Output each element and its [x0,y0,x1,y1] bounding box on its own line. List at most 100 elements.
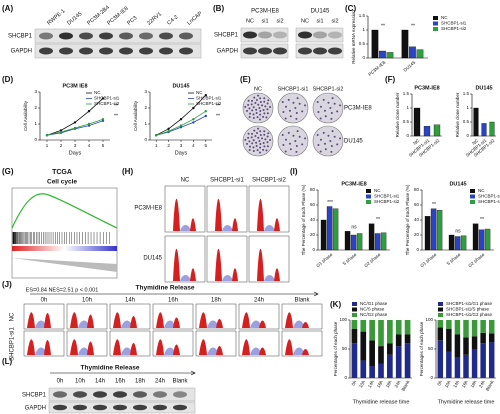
x-tick-label: 14h [367,379,375,388]
colony [324,115,327,118]
panel-label: (D) [2,75,13,84]
panel-label: (B) [213,4,224,13]
band [179,32,193,40]
g2-peak [190,268,196,281]
panel-label: (A) [2,4,13,13]
colony [296,97,299,100]
point [73,126,77,130]
legend-label: SHCBP1-si2 [374,199,400,204]
time-label: 0h [41,298,48,304]
s-hump [264,224,275,231]
x-tick-label: 3 [180,143,183,148]
colony [331,130,334,133]
plate [242,125,274,157]
y-tick-label: 20 [310,232,316,237]
legend-label: SHCBP1-si1/G1 phase [446,301,493,306]
bar [448,234,455,251]
colony [281,101,284,104]
time-label: Blank [294,298,310,304]
colony [252,113,255,116]
band [119,32,133,40]
bar-segment [387,343,393,355]
colony [322,131,325,134]
y-tick-label: 1 [34,121,37,126]
colony [301,143,304,146]
flow-frame [164,185,206,233]
bar-segment [463,320,469,338]
significance: ** [480,217,484,223]
bar [409,46,416,59]
colony [265,149,268,152]
band [139,32,153,40]
x-axis-label: Thymidine release time [438,399,495,405]
band [328,47,342,55]
colony [250,103,253,106]
colony [259,130,262,133]
bar [423,126,431,137]
g2-peak [216,346,223,355]
y-axis-label: Relative clone number [455,92,460,137]
x-tick-label: 16h [376,379,384,388]
band [173,404,187,411]
colony [251,132,254,135]
g2-peak [274,268,280,281]
g1-peak [27,312,35,328]
band [243,31,257,39]
colony [257,136,260,139]
colony [336,143,339,146]
time-label: 10h [75,379,85,385]
bar-segment [404,343,411,378]
y-tick-label: 80 [310,187,316,192]
row-label: SHCBP1 [22,393,47,399]
band [119,47,133,55]
legend-swatch [438,307,443,312]
colony [322,98,325,101]
bar-segment [360,331,367,361]
colony [255,141,258,144]
colony [269,139,272,142]
colony [248,145,251,148]
colony [247,103,250,106]
y-tick-label: 0.5 [359,41,366,46]
x-tick-label: 2 [167,143,170,148]
gsea-title: TCGA [52,169,72,176]
y-tick-label: 0 [466,133,469,138]
bar [379,50,386,59]
colony [266,108,269,111]
flow-frame [164,235,206,283]
y-tick-label: 20 [414,232,420,237]
y-tick-label: 0 [34,137,37,142]
x-tick-label: 1 [46,143,49,148]
band [39,32,53,40]
group-label: PC3M-IE8 [251,9,279,15]
colony [259,143,262,146]
colony [259,146,262,149]
row-label: GAPDH [11,49,32,55]
y-tick-label: 60 [414,202,420,207]
colony [255,98,258,101]
y-tick-label: 3 [34,89,37,94]
band [258,47,272,55]
g1-peak [199,339,207,355]
colony [262,142,265,145]
legend-label: NC/S phase [360,307,385,312]
colony [298,135,301,138]
s-hump [222,274,233,281]
band [93,404,107,411]
colony [244,105,247,108]
colony [244,138,247,141]
y-tick-label: 40 [414,217,420,222]
band [113,404,127,411]
colony [261,137,264,140]
header: Thymidine Release [81,365,140,372]
bar-segment [378,320,384,347]
y-tick-label: 60 [310,202,316,207]
row-label: PC3M-IE8 [134,206,162,212]
y-tick-label: 0 [406,133,409,138]
band [243,47,257,55]
legend-label: NC [478,188,485,193]
g2-peak [302,349,309,355]
legend-swatch [433,21,438,26]
colony [317,143,320,146]
band [133,391,147,398]
